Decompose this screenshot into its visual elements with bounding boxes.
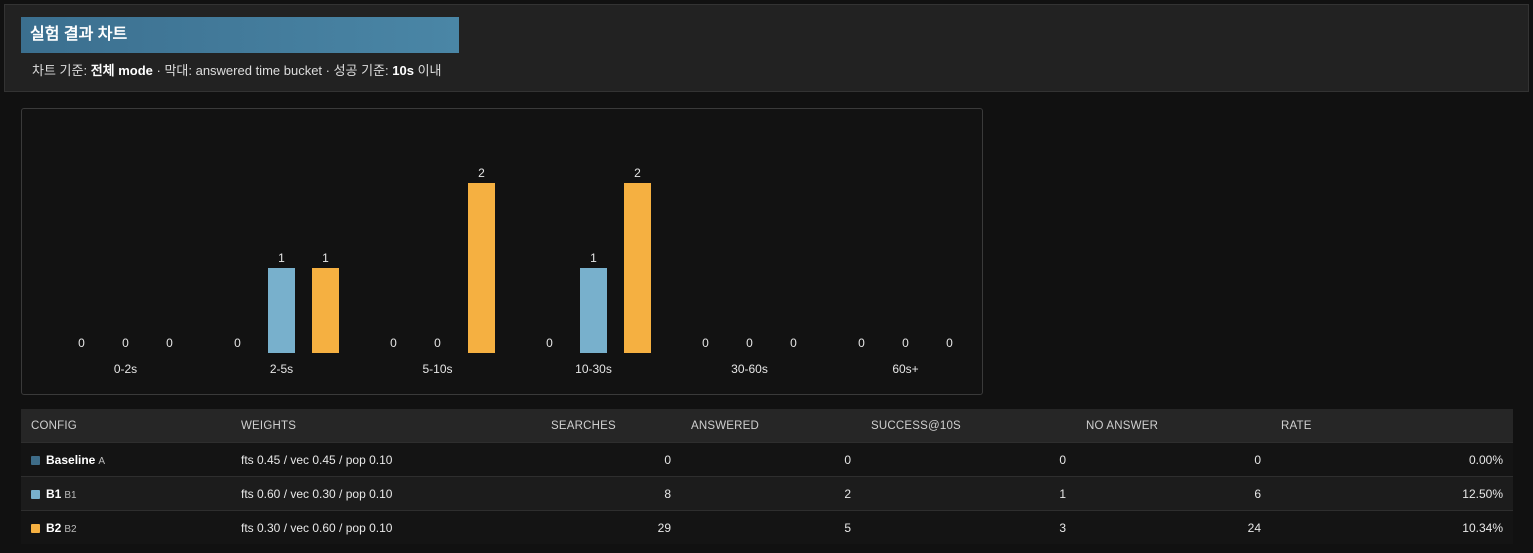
swatch-b1 (31, 489, 40, 499)
data-label-baseline-10-30s: 0 (546, 336, 553, 350)
data-label-baseline-30-60s: 0 (702, 336, 709, 350)
config-name: Baseline (46, 452, 96, 467)
data-label-baseline-5-10s: 0 (390, 336, 397, 350)
subtitle-threshold: 10s (392, 63, 414, 78)
category-label-60s-: 60s+ (892, 362, 918, 376)
answered-cell: 2 (681, 476, 861, 511)
chart-subtitle: 차트 기준: 전체 mode · 막대: answered time bucke… (32, 60, 442, 79)
bar-b2-2-5s (312, 268, 339, 353)
data-label-b2-2-5s: 1 (322, 251, 329, 265)
success-cell: 0 (861, 442, 1076, 477)
config-name: B2 (46, 520, 62, 535)
swatch-b2 (31, 523, 40, 533)
col-success: SUCCESS@10S (861, 409, 1076, 443)
success-cell: 3 (861, 510, 1076, 544)
no-answer-cell: 0 (1076, 442, 1271, 477)
table-row: B1 B1 fts 0.60 / vec 0.30 / pop 0.10 8 2 … (21, 476, 1513, 511)
data-label-b2-0-2s: 0 (166, 336, 173, 350)
data-label-b1-0-2s: 0 (122, 336, 129, 350)
bar-b2-10-30s (624, 183, 651, 353)
weights-cell: fts 0.45 / vec 0.45 / pop 0.10 (231, 442, 541, 477)
col-searches: SEARCHES (541, 409, 681, 443)
category-label-2-5s: 2-5s (270, 362, 293, 376)
weights-cell: fts 0.30 / vec 0.60 / pop 0.10 (231, 510, 541, 544)
data-label-b1-10-30s: 1 (590, 251, 597, 265)
data-label-b1-30-60s: 0 (746, 336, 753, 350)
subtitle-mid: · 막대: answered time bucket · 성공 기준: (152, 63, 393, 78)
searches-cell: 0 (541, 442, 681, 477)
col-no-answer: NO ANSWER (1076, 409, 1271, 443)
success-cell: 1 (861, 476, 1076, 511)
results-table: CONFIG WEIGHTS SEARCHES ANSWERED SUCCESS… (21, 409, 1513, 544)
no-answer-cell: 24 (1076, 510, 1271, 544)
category-label-30-60s: 30-60s (731, 362, 768, 376)
weights-cell: fts 0.60 / vec 0.30 / pop 0.10 (231, 476, 541, 511)
swatch-baseline (31, 455, 40, 465)
config-name: B1 (46, 486, 62, 501)
bar-b1-10-30s (580, 268, 607, 353)
answered-cell: 0 (681, 442, 861, 477)
config-cell: Baseline A (21, 442, 231, 477)
table-row: B2 B2 fts 0.30 / vec 0.60 / pop 0.10 29 5… (21, 510, 1513, 544)
data-label-baseline-2-5s: 0 (234, 336, 241, 350)
config-code: B1 (64, 489, 77, 501)
subtitle-suffix: 이내 (413, 63, 442, 78)
bar-chart: 0 0 0 0-2s 0 1 1 2-5s 0 0 2 5-10s 0 1 2 10-30s 0 0 0 30-60s… (78, 166, 953, 376)
subtitle-mode: 전체 mode (90, 63, 153, 78)
rate-cell: 0.00% (1271, 442, 1513, 477)
answered-cell: 5 (681, 510, 861, 544)
category-label-0-2s: 0-2s (114, 362, 137, 376)
col-rate: RATE (1271, 409, 1513, 443)
searches-cell: 29 (541, 510, 681, 544)
config-cell: B2 B2 (21, 510, 231, 544)
col-weights: WEIGHTS (231, 409, 541, 443)
rate-cell: 12.50% (1271, 476, 1513, 511)
col-answered: ANSWERED (681, 409, 861, 443)
config-code: B2 (64, 523, 77, 535)
data-label-b2-10-30s: 2 (634, 166, 641, 180)
rate-cell: 10.34% (1271, 510, 1513, 544)
page-title: 실험 결과 차트 (21, 17, 459, 53)
table-row: Baseline A fts 0.45 / vec 0.45 / pop 0.10… (21, 442, 1513, 477)
data-label-baseline-0-2s: 0 (78, 336, 85, 350)
data-label-b1-2-5s: 1 (278, 251, 285, 265)
config-code: A (98, 455, 106, 467)
data-label-b1-5-10s: 0 (434, 336, 441, 350)
bar-chart-panel: 0 0 0 0-2s 0 1 1 2-5s 0 0 2 5-10s 0 1 2 10-30s 0 0 0 30-60s… (21, 108, 983, 395)
data-label-b2-30-60s: 0 (790, 336, 797, 350)
searches-cell: 8 (541, 476, 681, 511)
no-answer-cell: 6 (1076, 476, 1271, 511)
table-header-row: CONFIG WEIGHTS SEARCHES ANSWERED SUCCESS… (21, 409, 1513, 443)
col-config: CONFIG (21, 409, 231, 443)
data-label-baseline-60s-: 0 (858, 336, 865, 350)
subtitle-prefix: 차트 기준: (32, 63, 91, 78)
data-label-b1-60s-: 0 (902, 336, 909, 350)
bar-b2-5-10s (468, 183, 495, 353)
data-label-b2-60s-: 0 (946, 336, 953, 350)
bar-b1-2-5s (268, 268, 295, 353)
page-header: 실험 결과 차트 차트 기준: 전체 mode · 막대: answered t… (4, 4, 1529, 92)
category-label-10-30s: 10-30s (575, 362, 612, 376)
config-cell: B1 B1 (21, 476, 231, 511)
category-label-5-10s: 5-10s (422, 362, 452, 376)
data-label-b2-5-10s: 2 (478, 166, 485, 180)
